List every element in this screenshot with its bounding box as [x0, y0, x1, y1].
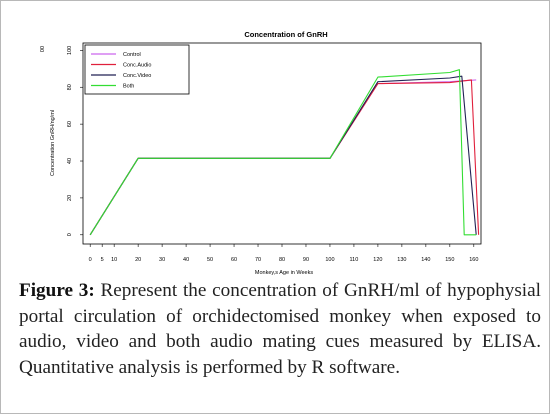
legend-label: Conc.Audio	[123, 63, 151, 69]
legend-label: Conc.Video	[123, 73, 151, 79]
x-tick-label: 20	[135, 257, 141, 263]
x-tick-label: 0	[89, 257, 92, 263]
line-chart: Concentration of GnRH 00 Concentration G…	[40, 30, 482, 276]
series-line-conc-video	[89, 75, 477, 236]
y-tick-label: 100	[67, 46, 73, 55]
series-line-control	[89, 79, 477, 236]
legend: Control Conc.Audio Conc.Video Both	[84, 44, 190, 95]
chart-title: Concentration of GnRH	[244, 30, 327, 39]
caption-label: Figure 3:	[19, 280, 95, 301]
caption-text: Represent the concentration of GnRH/ml o…	[19, 280, 541, 378]
figure-caption: Figure 3: Represent the concentration of…	[19, 278, 541, 380]
x-tick-label: 160	[469, 257, 478, 263]
x-tick-label: 120	[373, 257, 382, 263]
x-tick-label: 60	[231, 257, 237, 263]
x-tick-label: 80	[279, 257, 285, 263]
x-tick-label: 40	[183, 257, 189, 263]
y-tick-label: 40	[67, 158, 73, 164]
corner-label: 00	[40, 46, 46, 52]
y-tick-label: 60	[67, 121, 73, 127]
y-tick-label: 0	[67, 233, 73, 236]
x-tick-label: 140	[421, 257, 430, 263]
y-tick-label: 20	[67, 195, 73, 201]
x-tick-label: 110	[350, 257, 359, 263]
x-tick-label: 5	[101, 257, 104, 263]
x-tick-label: 70	[255, 257, 261, 263]
x-tick-label: 10	[111, 257, 117, 263]
x-tick-label: 90	[303, 257, 309, 263]
x-tick-label: 150	[445, 257, 454, 263]
x-tick-label: 100	[325, 257, 334, 263]
y-axis: 0 20 40 60 80 100	[67, 46, 83, 236]
x-axis: 0 5 10 20 30 40 50 60 70 80 90 100 110 120 130 140 150 16…	[89, 244, 478, 263]
series-line-both	[89, 69, 477, 236]
series-lines	[89, 69, 480, 236]
series-line-conc-audio	[89, 79, 480, 236]
y-axis-label: Concentration GnRH/ng/ml	[50, 110, 56, 176]
legend-label: Control	[123, 52, 141, 58]
x-tick-label: 130	[397, 257, 406, 263]
x-axis-label: Monkey,s Age in Weeks	[255, 270, 313, 276]
legend-label: Both	[123, 84, 134, 90]
x-tick-label: 50	[207, 257, 213, 263]
x-tick-label: 30	[159, 257, 165, 263]
y-tick-label: 80	[67, 84, 73, 90]
